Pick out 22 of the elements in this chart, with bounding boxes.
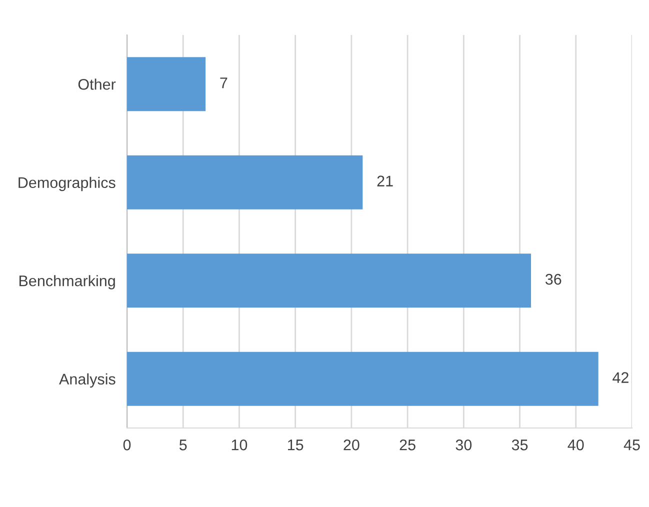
bar bbox=[127, 352, 598, 406]
data-label: 36 bbox=[545, 274, 562, 285]
y-tick-label: Benchmarking bbox=[19, 275, 115, 290]
x-tick-label: 40 bbox=[568, 440, 584, 450]
bar bbox=[127, 254, 531, 308]
x-tick-label: 5 bbox=[179, 440, 187, 450]
y-tick-label: Demographics bbox=[18, 176, 116, 192]
x-tick-label: 20 bbox=[344, 440, 360, 450]
data-label: 21 bbox=[377, 176, 393, 186]
bar bbox=[127, 155, 363, 210]
y-tick-label: Other bbox=[78, 78, 116, 90]
bar bbox=[127, 57, 206, 112]
y-tick-label: Analysis bbox=[59, 373, 116, 388]
x-tick-label: 15 bbox=[288, 440, 304, 450]
x-tick-label: 45 bbox=[624, 440, 640, 450]
data-label: 42 bbox=[612, 372, 628, 383]
data-label: 7 bbox=[220, 78, 228, 88]
x-tick-label: 35 bbox=[512, 440, 528, 450]
x-tick-label: 10 bbox=[232, 440, 248, 450]
x-tick-label: 30 bbox=[456, 440, 472, 450]
x-tick-label: 25 bbox=[400, 440, 416, 450]
x-tick-label: 0 bbox=[123, 440, 131, 450]
